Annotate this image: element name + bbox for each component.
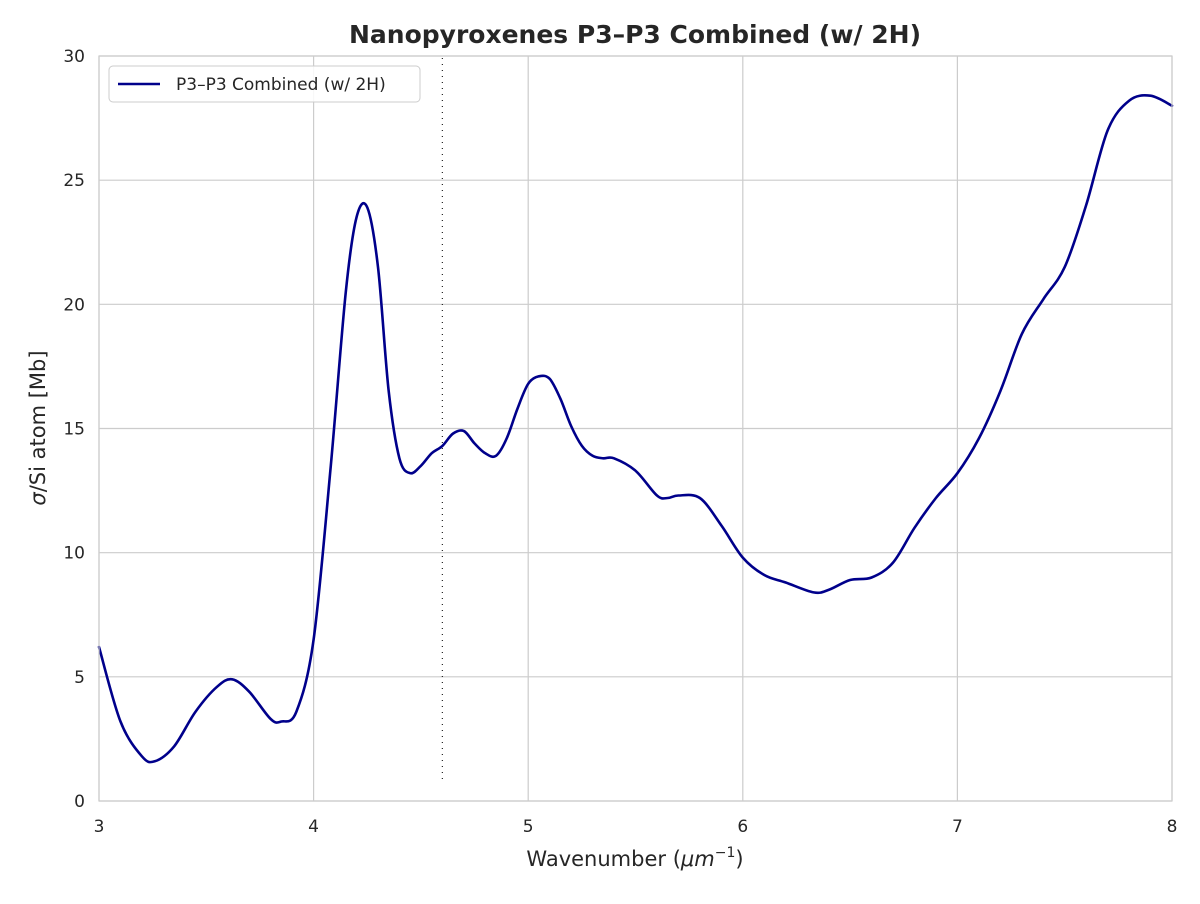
y-axis-label: σ/Si atom [Mb] [26,350,50,505]
x-axis-label: Wavenumber (μm−1) [526,845,743,871]
x-tick-label: 8 [1167,817,1178,837]
legend-entry-label: P3–P3 Combined (w/ 2H) [176,75,386,95]
x-tick-label: 4 [308,817,319,837]
plot-frame [98,55,1173,802]
y-tick-label: 5 [74,668,85,688]
chart-title: Nanopyroxenes P3–P3 Combined (w/ 2H) [349,20,921,49]
series-layer [97,94,1174,764]
x-tick-label: 6 [737,817,748,837]
y-tick-label: 30 [63,47,85,67]
y-tick-label: 25 [63,171,85,191]
x-tick-label: 5 [523,817,534,837]
y-tick-label: 20 [63,295,85,315]
x-tick-labels: 3 4 5 6 7 8 [94,817,1178,837]
x-tick-label: 7 [952,817,963,837]
legend-box [108,65,421,103]
legend: P3–P3 Combined (w/ 2H) [108,65,421,103]
y-tick-label: 15 [63,420,85,440]
y-tick-label: 0 [74,792,85,812]
y-tick-label: 10 [63,544,85,564]
series-line-p3-p3-combined [97,94,1174,764]
grid [98,55,1173,802]
y-tick-labels: 0 5 10 15 20 25 30 [63,47,85,812]
x-tick-label: 3 [94,817,105,837]
